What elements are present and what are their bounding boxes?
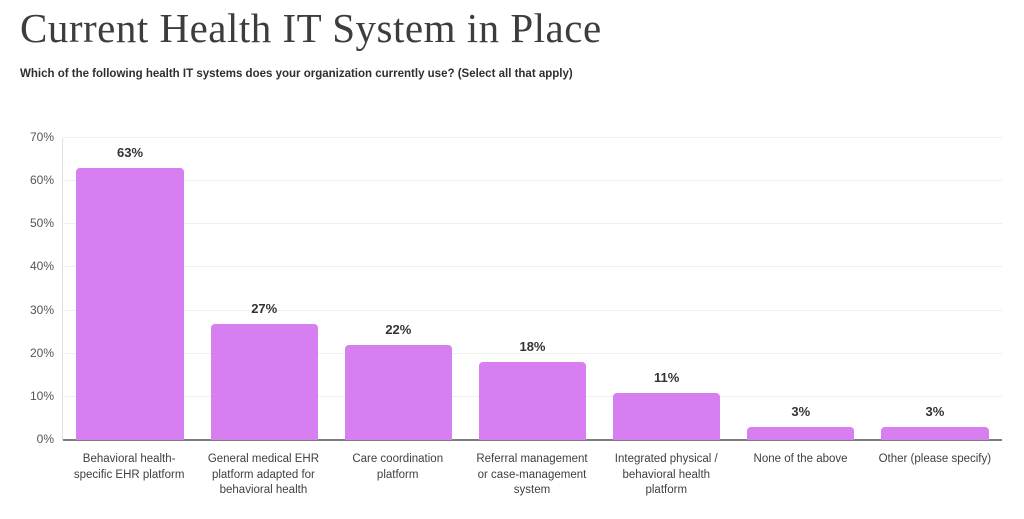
bar-chart: 63% 27% 22% 18% 11% 3% 3% 0% 10% 20% 30% 40% 50% 60%… [0,130,1024,446]
x-axis-category-label: Other (please specify) [878,453,992,465]
x-axis-category-label: Integrated physical / behavioral health … [614,453,718,497]
bar-value-label: 3% [925,404,945,420]
x-axis-category-label: None of the above [753,453,848,465]
bar-value-label: 11% [653,369,680,385]
y-axis-tick-label: 40% [29,259,54,274]
bar [76,168,184,440]
bar-group: 3% [734,138,868,440]
bar [881,427,989,440]
bar-group: 63% [63,138,197,440]
gridline [63,223,1002,225]
y-axis-tick-label: 30% [29,302,54,317]
bar [612,392,721,440]
bar-value-label: 18% [519,339,546,355]
y-axis-tick-label: 0% [36,432,54,446]
y-axis-tick-label: 10% [29,388,54,403]
bars-row: 63% 27% 22% 18% 11% 3% 3% [63,138,1002,440]
y-axis-tick-label: 50% [29,216,54,231]
page-title: Current Health IT System in Place [20,5,602,51]
gridline [63,309,1002,311]
bar-group: 11% [600,138,734,440]
bar-value-label: 27% [251,300,278,316]
gridline [63,352,1002,354]
bar-group: 22% [331,138,465,440]
bar [478,362,587,440]
x-axis-category-label: Referral management or case-management s… [476,453,588,497]
bar-group: 18% [465,138,599,440]
x-axis-category-label: General medical EHR platform adapted for… [207,453,320,497]
bar [747,427,855,440]
gridline [63,266,1002,268]
bar-group: 27% [197,138,331,440]
y-axis-tick-label: 20% [29,345,54,360]
bar [344,345,452,440]
bar-value-label: 3% [791,404,811,420]
gridline [63,137,1002,138]
y-axis-tick-label: 60% [29,173,54,188]
x-axis-category-label: Behavioral health-specific EHR platform [73,453,185,481]
bar-group: 3% [868,138,1002,440]
x-axis-line [63,439,1002,441]
gridline [63,180,1002,182]
bar-value-label: 63% [117,145,144,161]
bar [210,323,318,440]
y-axis-tick-label: 70% [29,130,54,144]
bar-value-label: 22% [385,322,412,338]
chart-plot-area: 63% 27% 22% 18% 11% 3% 3% [62,137,1002,441]
survey-question-subtitle: Which of the following health IT systems… [20,68,573,80]
x-axis-category-label: Care coordination platform [352,453,444,481]
x-axis-labels: Behavioral health-specific EHR platform G… [62,452,1002,499]
